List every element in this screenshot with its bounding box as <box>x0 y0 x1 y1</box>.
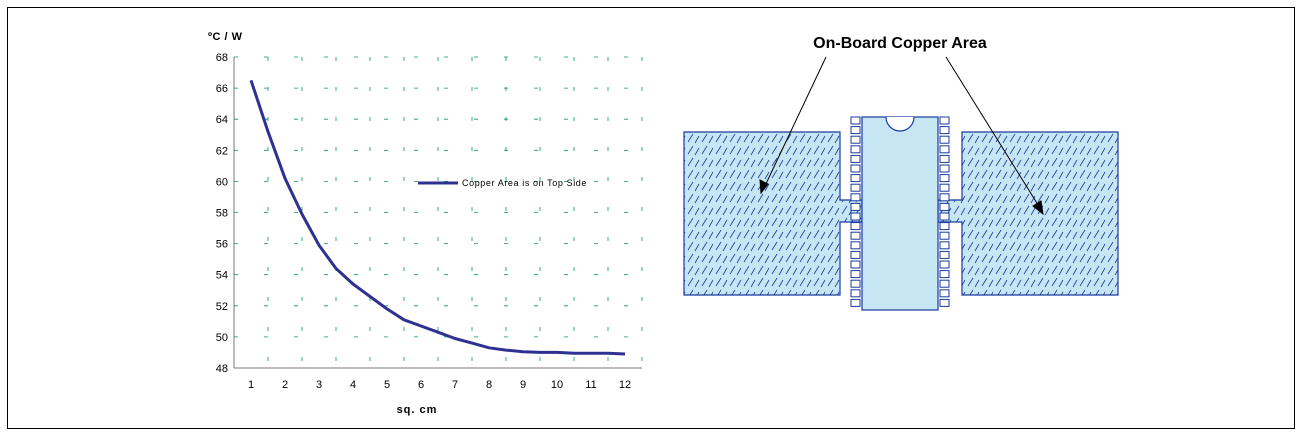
y-tick-label: 66 <box>216 83 228 95</box>
chart-grid <box>234 56 643 368</box>
x-tick-label: 1 <box>248 379 254 391</box>
y-tick-label: 52 <box>216 301 228 313</box>
x-tick-label: 4 <box>350 379 356 391</box>
x-tick-label: 7 <box>452 379 458 391</box>
y-tick-label: 50 <box>216 332 228 344</box>
x-tick-label: 2 <box>282 379 288 391</box>
chart-legend: Copper Area is on Top Side <box>418 178 587 188</box>
x-tick-label: 9 <box>520 379 526 391</box>
y-tick-label: 60 <box>216 176 228 188</box>
y-tick-label: 54 <box>216 270 228 282</box>
x-tick-labels: 1 2 3 4 5 6 7 8 9 10 11 12 <box>248 379 631 391</box>
y-tick-label: 64 <box>216 114 228 126</box>
x-tick-label: 8 <box>486 379 492 391</box>
x-tick-label: 6 <box>418 379 424 391</box>
series-line <box>249 79 626 356</box>
x-tick-label: 10 <box>551 379 563 391</box>
y-tick-label: 56 <box>216 239 228 251</box>
x-tick-label: 12 <box>619 379 631 391</box>
y-tick-label: 58 <box>216 208 228 220</box>
x-tick-label: 5 <box>384 379 390 391</box>
y-tick-label: 48 <box>216 363 228 375</box>
y-tick-label: 68 <box>216 52 228 64</box>
x-tick-label: 11 <box>585 379 596 391</box>
x-tick-label: 3 <box>316 379 322 391</box>
y-axis-label: ºC / W <box>208 31 243 43</box>
chart-axes <box>233 57 642 369</box>
x-axis-label: sq. cm <box>397 404 438 416</box>
y-tick-label: 62 <box>216 145 228 157</box>
legend-label: Copper Area is on Top Side <box>462 178 587 188</box>
y-tick-labels: 48 50 52 54 56 58 60 62 64 66 68 <box>216 52 228 375</box>
